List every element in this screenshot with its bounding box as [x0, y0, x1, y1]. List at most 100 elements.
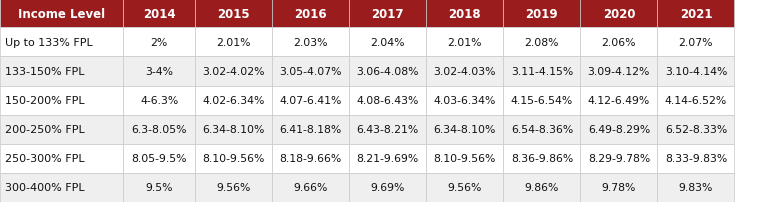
- Bar: [657, 0, 734, 28]
- Text: 3-4%: 3-4%: [145, 67, 173, 77]
- Bar: [272, 173, 349, 202]
- Bar: [123, 57, 195, 86]
- Bar: [349, 115, 426, 144]
- Text: Up to 133% FPL: Up to 133% FPL: [5, 38, 93, 48]
- Bar: [349, 28, 426, 57]
- Text: 6.52-8.33%: 6.52-8.33%: [664, 125, 727, 135]
- Text: 150-200% FPL: 150-200% FPL: [5, 96, 85, 106]
- Bar: [195, 0, 272, 28]
- Text: 6.49-8.29%: 6.49-8.29%: [587, 125, 650, 135]
- Text: 4.03-6.34%: 4.03-6.34%: [433, 96, 496, 106]
- Text: 2.08%: 2.08%: [524, 38, 559, 48]
- Text: 300-400% FPL: 300-400% FPL: [5, 183, 85, 193]
- Bar: [0, 115, 123, 144]
- Text: 4-6.3%: 4-6.3%: [140, 96, 178, 106]
- Text: 2017: 2017: [372, 8, 404, 21]
- Bar: [349, 173, 426, 202]
- Bar: [426, 86, 503, 115]
- Bar: [503, 144, 580, 173]
- Text: 8.10-9.56%: 8.10-9.56%: [202, 154, 265, 164]
- Text: 2.01%: 2.01%: [447, 38, 482, 48]
- Text: 2%: 2%: [150, 38, 168, 48]
- Bar: [580, 28, 657, 57]
- Bar: [195, 28, 272, 57]
- Bar: [0, 0, 123, 28]
- Bar: [657, 144, 734, 173]
- Bar: [503, 57, 580, 86]
- Text: 2.07%: 2.07%: [678, 38, 713, 48]
- Bar: [426, 144, 503, 173]
- Bar: [426, 115, 503, 144]
- Text: 8.36-9.86%: 8.36-9.86%: [510, 154, 573, 164]
- Bar: [657, 115, 734, 144]
- Bar: [123, 86, 195, 115]
- Text: 6.34-8.10%: 6.34-8.10%: [202, 125, 265, 135]
- Text: 2019: 2019: [526, 8, 558, 21]
- Bar: [272, 86, 349, 115]
- Text: 250-300% FPL: 250-300% FPL: [5, 154, 85, 164]
- Text: 3.10-4.14%: 3.10-4.14%: [664, 67, 727, 77]
- Text: 3.02-4.03%: 3.02-4.03%: [433, 67, 496, 77]
- Bar: [503, 86, 580, 115]
- Text: 9.83%: 9.83%: [678, 183, 713, 193]
- Text: 9.78%: 9.78%: [601, 183, 636, 193]
- Text: 6.54-8.36%: 6.54-8.36%: [510, 125, 573, 135]
- Text: Income Level: Income Level: [18, 8, 105, 21]
- Text: 3.09-4.12%: 3.09-4.12%: [587, 67, 650, 77]
- Text: 2.01%: 2.01%: [216, 38, 251, 48]
- Text: 6.43-8.21%: 6.43-8.21%: [356, 125, 419, 135]
- Text: 6.3-8.05%: 6.3-8.05%: [131, 125, 187, 135]
- Text: 2014: 2014: [143, 8, 175, 21]
- Text: 9.56%: 9.56%: [447, 183, 482, 193]
- Text: 133-150% FPL: 133-150% FPL: [5, 67, 85, 77]
- Bar: [195, 173, 272, 202]
- Text: 3.06-4.08%: 3.06-4.08%: [356, 67, 419, 77]
- Bar: [195, 86, 272, 115]
- Text: 4.12-6.49%: 4.12-6.49%: [587, 96, 650, 106]
- Text: 3.02-4.02%: 3.02-4.02%: [202, 67, 265, 77]
- Bar: [349, 144, 426, 173]
- Text: 8.18-9.66%: 8.18-9.66%: [279, 154, 342, 164]
- Bar: [195, 115, 272, 144]
- Text: 4.02-6.34%: 4.02-6.34%: [202, 96, 265, 106]
- Bar: [503, 28, 580, 57]
- Text: 8.29-9.78%: 8.29-9.78%: [587, 154, 650, 164]
- Text: 4.14-6.52%: 4.14-6.52%: [664, 96, 727, 106]
- Bar: [657, 86, 734, 115]
- Bar: [503, 173, 580, 202]
- Bar: [503, 0, 580, 28]
- Text: 8.05-9.5%: 8.05-9.5%: [131, 154, 187, 164]
- Bar: [657, 28, 734, 57]
- Bar: [0, 57, 123, 86]
- Text: 2021: 2021: [680, 8, 712, 21]
- Text: 2020: 2020: [603, 8, 635, 21]
- Bar: [426, 57, 503, 86]
- Bar: [657, 57, 734, 86]
- Bar: [580, 57, 657, 86]
- Bar: [123, 144, 195, 173]
- Text: 9.86%: 9.86%: [524, 183, 559, 193]
- Text: 2.06%: 2.06%: [601, 38, 636, 48]
- Text: 9.5%: 9.5%: [145, 183, 173, 193]
- Bar: [657, 173, 734, 202]
- Text: 3.05-4.07%: 3.05-4.07%: [279, 67, 342, 77]
- Bar: [272, 57, 349, 86]
- Text: 2.04%: 2.04%: [370, 38, 405, 48]
- Bar: [195, 57, 272, 86]
- Text: 9.66%: 9.66%: [293, 183, 328, 193]
- Bar: [349, 57, 426, 86]
- Text: 200-250% FPL: 200-250% FPL: [5, 125, 86, 135]
- Bar: [272, 28, 349, 57]
- Bar: [349, 0, 426, 28]
- Text: 8.33-9.83%: 8.33-9.83%: [664, 154, 727, 164]
- Bar: [123, 0, 195, 28]
- Bar: [349, 86, 426, 115]
- Bar: [580, 86, 657, 115]
- Bar: [123, 115, 195, 144]
- Text: 3.11-4.15%: 3.11-4.15%: [510, 67, 573, 77]
- Bar: [580, 115, 657, 144]
- Bar: [272, 115, 349, 144]
- Text: 4.08-6.43%: 4.08-6.43%: [356, 96, 419, 106]
- Bar: [195, 144, 272, 173]
- Bar: [123, 28, 195, 57]
